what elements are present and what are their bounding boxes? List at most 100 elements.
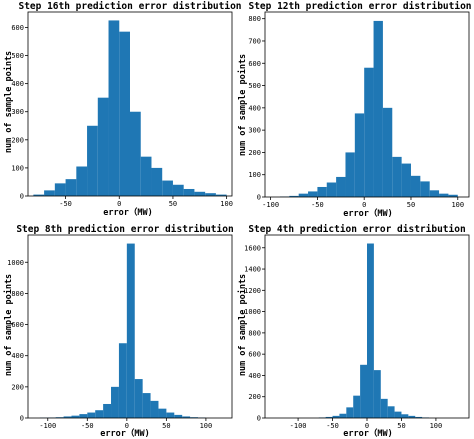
x-tick-label: -50 bbox=[326, 422, 339, 430]
histogram-bar bbox=[415, 416, 423, 418]
y-tick-label: 100 bbox=[11, 164, 24, 172]
histogram-bar bbox=[79, 414, 88, 418]
histogram-bar bbox=[394, 411, 402, 418]
y-tick-label: 800 bbox=[11, 290, 24, 298]
histogram-bar bbox=[87, 412, 96, 418]
histogram-bar bbox=[439, 193, 449, 197]
histogram-bar bbox=[140, 156, 152, 196]
y-tick-label: 0 bbox=[257, 194, 261, 202]
x-axis-label: error（MW) bbox=[343, 428, 392, 439]
y-tick-label: 300 bbox=[11, 108, 24, 116]
y-tick-label: 100 bbox=[248, 171, 261, 179]
histogram-bar bbox=[134, 379, 143, 418]
x-tick-label: 100 bbox=[200, 422, 213, 430]
histogram-bar bbox=[420, 181, 430, 197]
chart-title: Step 8th prediction error distribution bbox=[16, 224, 233, 235]
histogram-bar bbox=[150, 400, 159, 418]
histogram-bar bbox=[97, 97, 109, 196]
y-tick-label: 1000 bbox=[244, 308, 261, 316]
histogram-bar bbox=[373, 20, 383, 198]
chart-title: Step 4th prediction error distribution bbox=[248, 224, 465, 235]
histogram-bar bbox=[298, 193, 309, 197]
histogram-bar bbox=[130, 111, 141, 196]
x-tick-label: 100 bbox=[451, 201, 464, 209]
histogram-panel-step-8th: Step 8th prediction error distribution e… bbox=[3, 224, 234, 439]
histogram-bar bbox=[95, 410, 104, 418]
histogram-bar bbox=[408, 415, 416, 418]
histogram-bar bbox=[142, 393, 151, 418]
x-tick-label: 50 bbox=[162, 422, 170, 430]
histogram-bar bbox=[367, 243, 374, 418]
histogram-bar bbox=[126, 243, 135, 418]
histogram-bar bbox=[33, 194, 45, 196]
x-tick-label: -100 bbox=[39, 422, 56, 430]
histogram-bar bbox=[387, 406, 395, 418]
histogram-bar bbox=[429, 190, 440, 197]
y-tick-label: 600 bbox=[248, 351, 261, 359]
histogram-panel-step-12th: Step 12th prediction error distribution … bbox=[237, 1, 472, 219]
chart-title: Step 12th prediction error distribution bbox=[248, 1, 471, 12]
histogram-bar bbox=[364, 67, 374, 197]
y-tick-label: 400 bbox=[11, 80, 24, 88]
y-tick-label: 600 bbox=[11, 321, 24, 329]
histogram-bar bbox=[410, 175, 421, 197]
histogram-bar bbox=[448, 194, 458, 197]
histogram-bar bbox=[183, 188, 195, 196]
histogram-bar bbox=[44, 190, 55, 196]
x-tick-label: 100 bbox=[430, 422, 443, 430]
histogram-bar bbox=[63, 416, 72, 418]
y-tick-label: 200 bbox=[11, 383, 24, 391]
histogram-bar bbox=[401, 163, 411, 197]
histogram-bar bbox=[87, 125, 98, 196]
histogram-bar bbox=[158, 408, 167, 418]
histogram-bar bbox=[172, 184, 184, 196]
histogram-bar bbox=[339, 413, 347, 418]
y-tick-label: 1000 bbox=[7, 259, 24, 267]
y-tick-label: 1400 bbox=[244, 266, 261, 274]
y-tick-label: 800 bbox=[248, 329, 261, 337]
histogram-bar bbox=[326, 182, 337, 197]
histogram-bar bbox=[174, 414, 183, 418]
x-axis-label: error（MW) bbox=[103, 207, 152, 218]
histogram-bar bbox=[345, 152, 355, 197]
y-axis-label: num of sample points bbox=[237, 274, 248, 376]
y-axis-label: num of sample points bbox=[237, 54, 248, 156]
y-tick-label: 0 bbox=[257, 415, 261, 423]
y-tick-label: 1600 bbox=[244, 244, 261, 252]
histogram-bar bbox=[215, 194, 227, 196]
x-tick-label: 50 bbox=[407, 201, 415, 209]
y-tick-label: 400 bbox=[11, 352, 24, 360]
histogram-bar bbox=[336, 176, 346, 197]
y-tick-label: 600 bbox=[248, 60, 261, 68]
histogram-bar bbox=[182, 416, 191, 418]
histogram-bar bbox=[166, 412, 175, 418]
histogram-bar bbox=[332, 415, 340, 418]
histogram-bar bbox=[65, 179, 77, 196]
x-tick-label: -50 bbox=[311, 201, 324, 209]
histogram-bar bbox=[346, 407, 354, 418]
y-axis-label: num of sample points bbox=[3, 51, 14, 153]
x-tick-label: 0 bbox=[117, 200, 121, 208]
histogram-bar bbox=[354, 113, 365, 197]
histogram-bar bbox=[76, 166, 88, 196]
chart-title: Step 16th prediction error distribution bbox=[18, 1, 241, 12]
histogram-bar bbox=[360, 364, 367, 418]
x-axis-label: error（MW) bbox=[100, 428, 149, 439]
y-tick-label: 200 bbox=[11, 136, 24, 144]
x-tick-label: -50 bbox=[81, 422, 94, 430]
y-tick-label: 0 bbox=[20, 415, 24, 423]
histogram-bar bbox=[380, 398, 388, 418]
y-tick-label: 0 bbox=[20, 193, 24, 201]
y-tick-label: 400 bbox=[248, 372, 261, 380]
histogram-bar bbox=[205, 193, 216, 196]
plot-frame bbox=[27, 234, 233, 419]
y-tick-label: 200 bbox=[248, 393, 261, 401]
y-tick-label: 300 bbox=[248, 127, 261, 135]
y-tick-label: 800 bbox=[248, 15, 261, 23]
x-tick-label: 50 bbox=[169, 200, 177, 208]
histogram-bar bbox=[108, 20, 120, 197]
histogram-bar bbox=[308, 191, 318, 197]
x-tick-label: -50 bbox=[59, 200, 72, 208]
x-axis-label: error（MW) bbox=[343, 208, 392, 219]
histogram-bar bbox=[373, 370, 381, 418]
